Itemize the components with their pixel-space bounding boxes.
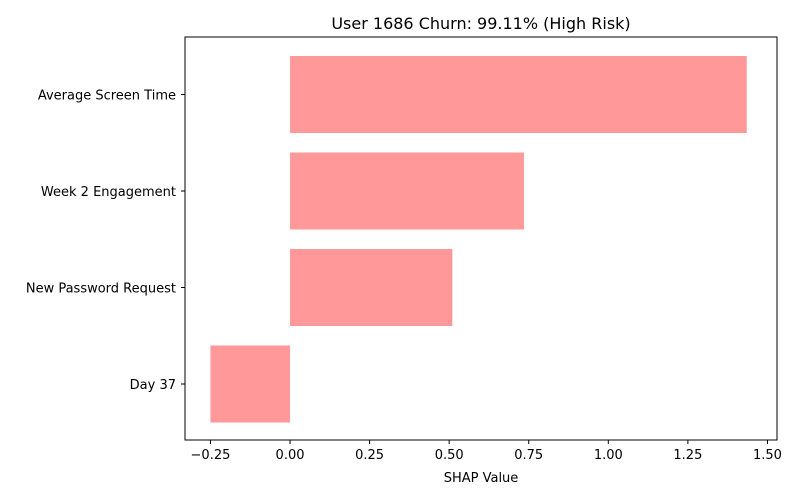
x-tick-label: 0.50 <box>435 448 464 463</box>
y-tick-label: Week 2 Engagement <box>41 185 176 200</box>
y-tick-label: New Password Request <box>26 282 176 297</box>
x-tick-label: 1.50 <box>753 448 782 463</box>
plot-frame <box>184 36 778 441</box>
x-tick-label: 0.75 <box>514 448 543 463</box>
bar-week-2-engagement <box>290 152 524 230</box>
y-tick-label: Average Screen Time <box>38 89 176 104</box>
y-axis: Average Screen Time Week 2 Engagement New … <box>26 89 185 393</box>
x-tick-label: 1.25 <box>673 448 702 463</box>
bar-average-screen-time <box>290 56 747 133</box>
bar-day-37 <box>210 345 291 423</box>
bar-new-password-request <box>290 249 453 326</box>
x-tick-label: 0.00 <box>276 448 305 463</box>
chart-title: User 1686 Churn: 99.11% (High Risk) <box>331 14 630 33</box>
x-tick-label: 1.00 <box>594 448 623 463</box>
bars-layer <box>210 56 747 423</box>
x-axis: −0.25 0.00 0.25 0.50 0.75 1.00 1.25 1.50 <box>191 440 782 463</box>
x-tick-label: 0.25 <box>355 448 384 463</box>
x-axis-label: SHAP Value <box>444 471 519 486</box>
y-tick-label: Day 37 <box>130 378 176 393</box>
x-tick-label: −0.25 <box>191 448 231 463</box>
